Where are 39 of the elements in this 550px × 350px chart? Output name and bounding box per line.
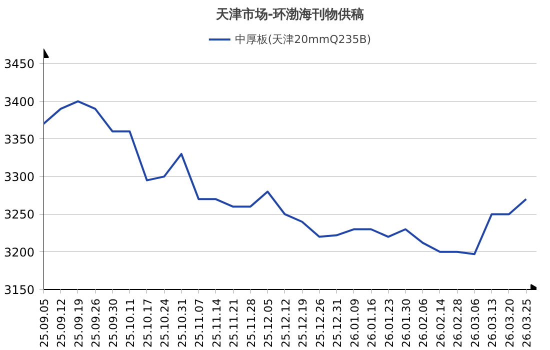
y-tick-label: 3150 (4, 283, 35, 297)
x-tick-label: 26.02.06 (417, 298, 430, 348)
x-tick-label: 26.01.16 (366, 298, 379, 348)
y-tick-label: 3450 (4, 57, 35, 72)
x-tick-label: 25.09.30 (106, 298, 120, 348)
legend-label: 中厚板(天津20mmQ235B) (234, 32, 372, 46)
y-tick-label: 3400 (4, 94, 35, 109)
x-tick-label: 25.12.26 (314, 298, 327, 348)
x-tick-label: 25.12.05 (262, 298, 276, 348)
x-tick-label: 25.09.26 (90, 298, 103, 348)
y-tick-label: 3200 (4, 245, 35, 260)
x-tick-label: 25.12.19 (296, 298, 310, 348)
x-tick-label: 25.11.21 (228, 298, 241, 348)
x-tick-label: 26.01.23 (382, 298, 396, 348)
chart-title: 天津市场-环渤海刊物供稿 (214, 6, 364, 22)
x-tick-label: 26.03.20 (503, 298, 516, 348)
x-tick-label: 25.11.07 (193, 298, 206, 348)
line-series (44, 100, 528, 256)
y-tick-label: 3250 (4, 208, 35, 222)
x-tick-label: 26.02.28 (452, 298, 465, 348)
x-tick-label: 25.11.28 (244, 298, 258, 348)
x-tick-label: 25.12.31 (331, 298, 344, 348)
x-tick-label: 25.12.12 (279, 298, 292, 348)
x-tick-label: 25.10.11 (124, 298, 138, 348)
x-tick-label: 26.02.14 (434, 298, 448, 348)
x-tick-label: 26.03.25 (520, 298, 534, 348)
x-tick-label: 25.10.17 (141, 298, 154, 348)
x-tick-label: 25.10.31 (176, 298, 189, 348)
x-tick-label: 25.11.14 (210, 298, 224, 348)
x-tick-label: 26.03.13 (486, 298, 500, 348)
x-tick-label: 25.09.05 (38, 298, 51, 348)
x-tick-label: 26.03.06 (468, 298, 482, 348)
x-tick-label: 25.09.19 (72, 298, 86, 348)
x-tick-label: 26.01.30 (400, 298, 413, 348)
x-tick-label: 26.01.09 (348, 298, 362, 348)
x-tick-label: 25.10.24 (158, 298, 172, 348)
y-tick-label: 3350 (4, 132, 35, 146)
y-tick-label: 3300 (4, 170, 35, 184)
x-tick-label: 25.09.12 (55, 298, 68, 348)
